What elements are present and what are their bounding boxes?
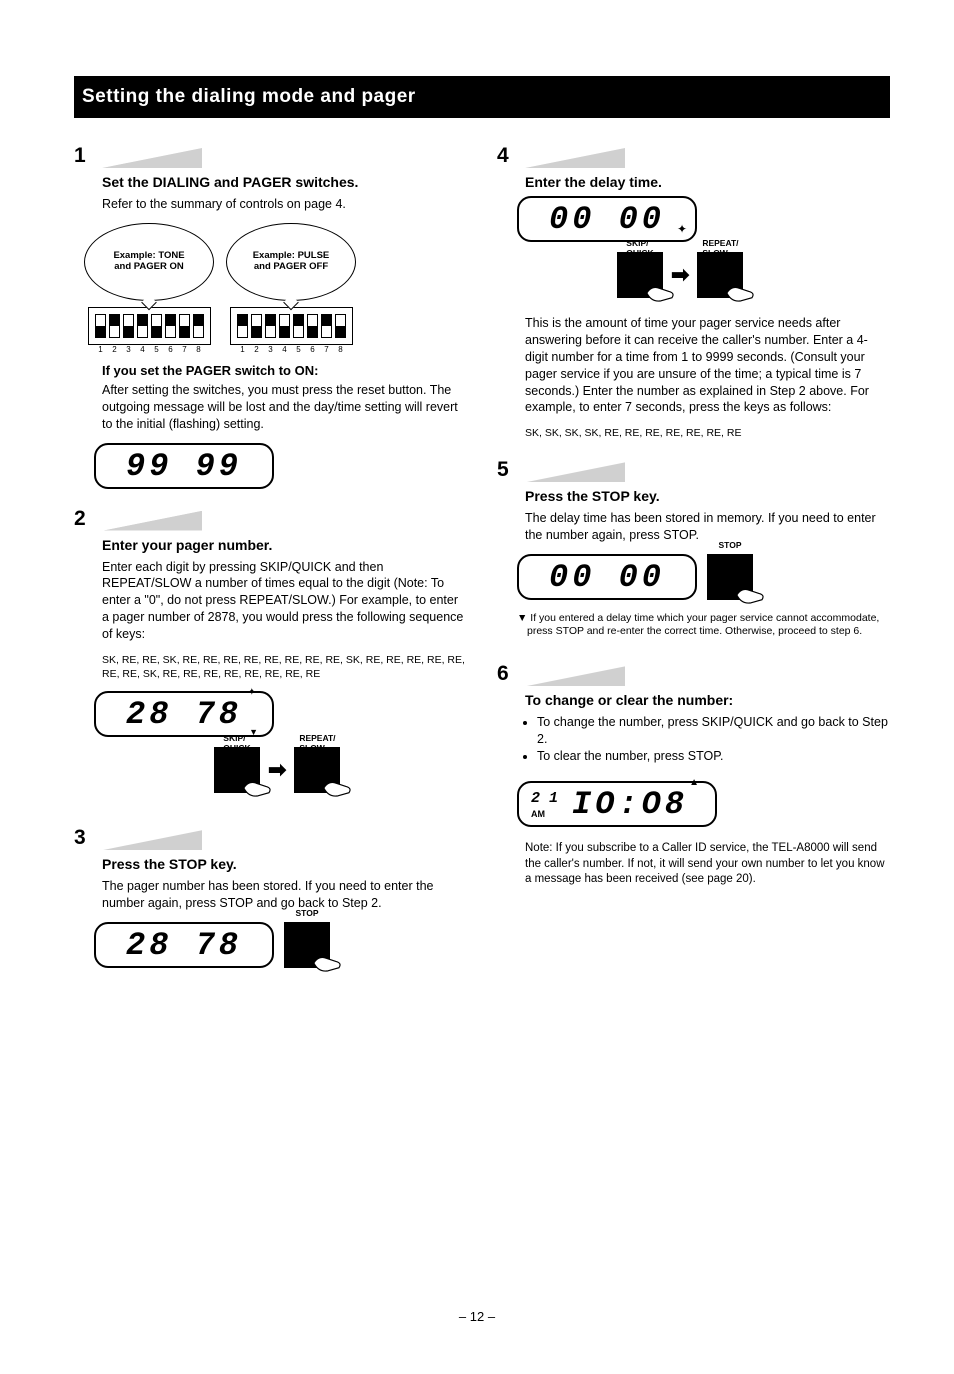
- dip-switch-left: 1 2 3 4 5 6 7 8: [88, 307, 211, 354]
- lcd-display: 00 00: [517, 554, 697, 600]
- button-press-sequence: SKIP/ QUICK ➡ REPEAT/ SLOW: [214, 747, 340, 793]
- repeat-slow-button[interactable]: REPEAT/ SLOW: [697, 252, 743, 298]
- step-number: 6: [497, 662, 517, 686]
- wedge-icon: [525, 666, 625, 686]
- lcd-digits: IO:O8: [559, 789, 701, 821]
- lcd-display: 28 78: [94, 922, 274, 968]
- lcd-digits: 00 00: [533, 562, 681, 594]
- dip-switch-examples: Example: TONE and PAGER ON: [84, 223, 467, 355]
- lcd-display: 2 1 AM IO:O8 ▲: [517, 781, 717, 827]
- wedge-icon: [102, 830, 202, 850]
- wedge-icon: [525, 462, 625, 482]
- sub-body: After setting the switches, you must pre…: [102, 382, 467, 433]
- step-body: The pager number has been stored. If you…: [102, 878, 467, 912]
- skip-quick-button[interactable]: SKIP/ QUICK: [617, 252, 663, 298]
- page-title: Setting the dialing mode and pager: [82, 86, 882, 108]
- step-1: 1 Set the DIALING and PAGER switches. Re…: [74, 144, 467, 489]
- wedge-icon: [102, 511, 202, 531]
- stop-button[interactable]: STOP: [707, 554, 753, 600]
- step-title: Press the STOP key.: [525, 488, 890, 504]
- step-number: 1: [74, 144, 94, 168]
- step-title: Enter the delay time.: [525, 174, 890, 190]
- page: Setting the dialing mode and pager 1 Set…: [0, 0, 954, 1026]
- finger-icon: [725, 282, 757, 304]
- left-column: 1 Set the DIALING and PAGER switches. Re…: [74, 144, 467, 986]
- stop-button[interactable]: STOP: [284, 922, 330, 968]
- up-arrow-icon: ▲: [689, 777, 699, 788]
- lcd-display: 00 00 ✦: [517, 196, 697, 242]
- key-sequence: SK, SK, SK, SK, RE, RE, RE, RE, RE, RE, …: [525, 426, 890, 440]
- lcd-digits: 28 78: [110, 930, 258, 962]
- right-column: 4 Enter the delay time. 00 00 ✦ SKIP/ QU…: [497, 144, 890, 986]
- title-bar: Setting the dialing mode and pager: [74, 76, 890, 118]
- step-body: This is the amount of time your pager se…: [525, 315, 890, 416]
- step-body: Enter each digit by pressing SKIP/QUICK …: [102, 559, 467, 643]
- finger-icon: [242, 777, 274, 799]
- finger-icon: [645, 282, 677, 304]
- note-text: ▼ If you entered a delay time which your…: [517, 612, 890, 638]
- step-title: Press the STOP key.: [102, 856, 467, 872]
- two-column-layout: 1 Set the DIALING and PAGER switches. Re…: [74, 144, 890, 986]
- finger-icon: [312, 952, 344, 974]
- lcd-digits: 00 00: [533, 204, 681, 236]
- speech-bubble-right: Example: PULSE and PAGER OFF: [226, 223, 356, 301]
- wedge-icon: [102, 148, 202, 168]
- lcd-display: 99 99: [94, 443, 274, 489]
- spark-icon: ✦: [677, 222, 687, 236]
- lcd-small-digits: 2 1: [531, 791, 558, 806]
- step-3: 3 Press the STOP key. The pager number h…: [74, 826, 467, 968]
- button-press-sequence: SKIP/ QUICK ➡ REPEAT/ SLOW: [617, 252, 743, 298]
- step-body: The delay time has been stored in memory…: [525, 510, 890, 544]
- lcd-digits: 28 78: [110, 699, 258, 731]
- lcd-digits: 99 99: [110, 451, 258, 483]
- speech-bubble-left: Example: TONE and PAGER ON: [84, 223, 214, 301]
- list-item: To clear the number, press STOP.: [537, 748, 890, 765]
- step-body: Refer to the summary of controls on page…: [102, 196, 467, 213]
- step-2: 2 Enter your pager number. Enter each di…: [74, 507, 467, 797]
- step-number: 3: [74, 826, 94, 850]
- step-title: Enter your pager number.: [102, 537, 467, 553]
- step-number: 2: [74, 507, 94, 531]
- page-number: – 12 –: [0, 1309, 954, 1324]
- step-5: 5 Press the STOP key. The delay time has…: [497, 458, 890, 638]
- spark-icon: ✦: [248, 687, 256, 698]
- step-number: 4: [497, 144, 517, 168]
- repeat-slow-button[interactable]: REPEAT/ SLOW: [294, 747, 340, 793]
- finger-icon: [322, 777, 354, 799]
- skip-quick-button[interactable]: SKIP/ QUICK: [214, 747, 260, 793]
- bullet-list: To change the number, press SKIP/QUICK a…: [537, 714, 890, 765]
- finger-icon: [735, 584, 767, 606]
- list-item: To change the number, press SKIP/QUICK a…: [537, 714, 890, 748]
- step-number: 5: [497, 458, 517, 482]
- sub-heading: If you set the PAGER switch to ON:: [102, 363, 467, 378]
- step-6: 6 To change or clear the number: To chan…: [497, 662, 890, 887]
- key-sequence: SK, RE, RE, SK, RE, RE, RE, RE, RE, RE, …: [102, 653, 467, 681]
- step-title: To change or clear the number:: [525, 692, 890, 708]
- note-text: Note: If you subscribe to a Caller ID se…: [525, 841, 890, 888]
- wedge-icon: [525, 148, 625, 168]
- step-4: 4 Enter the delay time. 00 00 ✦ SKIP/ QU…: [497, 144, 890, 440]
- am-indicator: AM: [531, 809, 545, 819]
- dip-switch-right: 1 2 3 4 5 6 7 8: [230, 307, 353, 354]
- lcd-display: 28 78 ▼ ✦: [94, 691, 274, 737]
- step-title: Set the DIALING and PAGER switches.: [102, 174, 467, 190]
